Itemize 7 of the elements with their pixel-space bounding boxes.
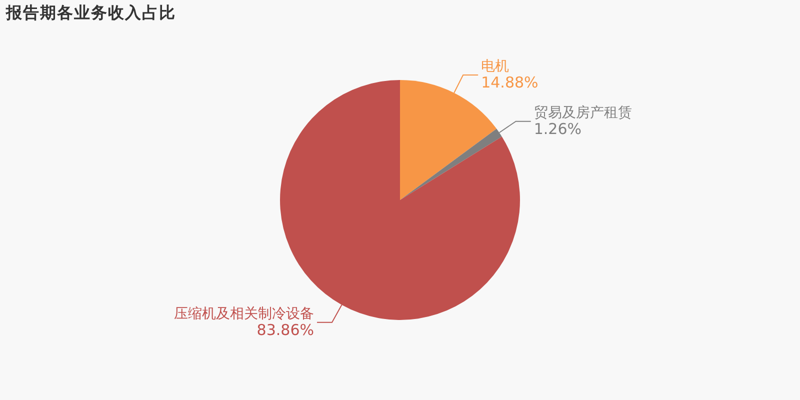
data-label: 1.26% (534, 120, 582, 138)
data-label: 83.86% (256, 320, 314, 339)
slice-label: 压缩机及相关制冷设备 (174, 306, 314, 322)
slice-label: 电机 (481, 58, 510, 75)
data-label: 14.88% (481, 73, 538, 92)
slice-label: 贸易及房产租赁 (534, 105, 632, 122)
chart-title: 报告期各业务收入占比 (6, 3, 176, 24)
